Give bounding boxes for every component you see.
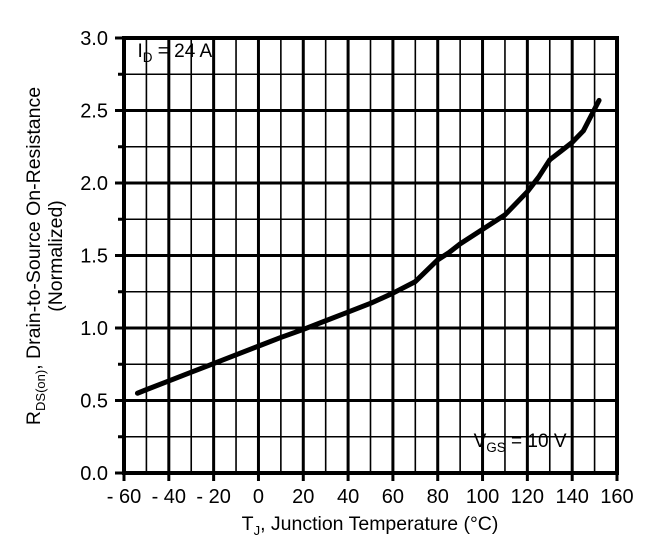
y-tick-label: 0.5 — [80, 391, 108, 413]
x-tick-label: 40 — [337, 486, 359, 508]
y-tick-label: 1.0 — [80, 318, 108, 340]
x-axis-tick-labels: - 60 - 40 - 20 0 20 40 60 80 100 120 140 160 — [107, 486, 634, 508]
y-axis-tick-labels: 0.0 0.5 1.0 1.5 2.0 2.5 3.0 — [80, 28, 108, 485]
x-tick-label: - 20 — [196, 486, 230, 508]
text-run: T — [242, 513, 254, 535]
text-run: = 24 A — [152, 41, 212, 62]
text-run: , Junction Temperature (°C) — [260, 513, 498, 535]
x-tick-label: 20 — [292, 486, 314, 508]
x-tick-label: 100 — [466, 486, 499, 508]
x-tick-label: 0 — [253, 486, 264, 508]
x-tick-label: 80 — [427, 486, 449, 508]
data-curve — [134, 97, 602, 396]
drain-current-annotation: ID = 24 A — [137, 41, 212, 65]
text-run: = 10 V — [506, 431, 567, 452]
y-tick-label: 0.0 — [80, 463, 108, 485]
axis-ticks — [115, 36, 619, 481]
x-tick-label: - 40 — [152, 486, 186, 508]
gate-source-voltage-annotation: VGS = 10 V — [474, 431, 567, 455]
y-tick-label: 2.0 — [80, 173, 108, 195]
x-tick-label: 160 — [600, 486, 633, 508]
y-tick-label: 3.0 — [80, 28, 108, 50]
x-tick-label: 120 — [511, 486, 544, 508]
x-axis-title: TJ, Junction Temperature (°C) — [242, 513, 499, 538]
y-tick-label: 1.5 — [80, 246, 108, 268]
y-axis-title-second-line: (Normalized) — [45, 200, 67, 312]
text-run: V — [474, 431, 487, 452]
text-run: GS — [486, 440, 506, 455]
data-series-layer — [134, 97, 602, 396]
text-run: I — [137, 41, 142, 62]
x-tick-label: - 60 — [107, 486, 141, 508]
text-run: J — [254, 523, 261, 538]
text-run: R — [23, 411, 45, 425]
text-run: DS(on) — [33, 370, 48, 411]
y-tick-label: 2.5 — [80, 101, 108, 123]
text-run: , Drain-to-Source On-Resistance — [23, 87, 45, 370]
x-tick-label: 60 — [382, 486, 404, 508]
major-gridlines — [124, 38, 617, 473]
text-run: D — [143, 50, 153, 65]
x-tick-label: 140 — [555, 486, 588, 508]
y-axis-title: RDS(on), Drain-to-Source On-Resistance — [23, 87, 48, 425]
